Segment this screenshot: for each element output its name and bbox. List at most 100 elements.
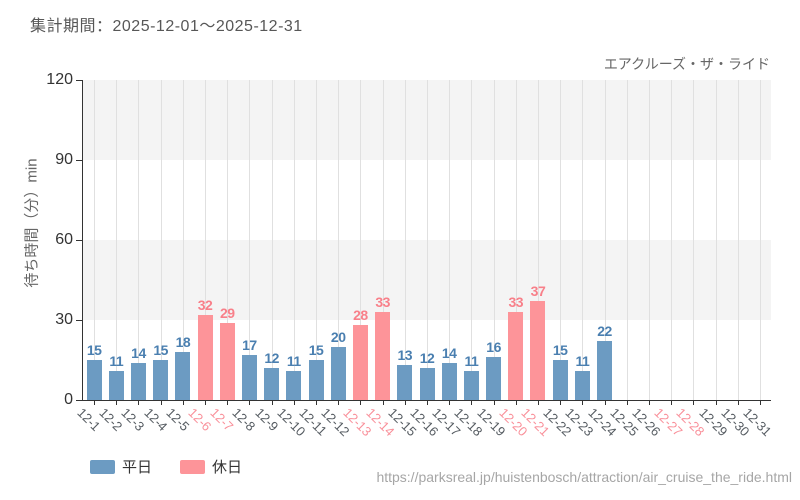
bar[interactable] — [264, 368, 280, 400]
bar-value-label: 15 — [552, 342, 568, 358]
gridline — [293, 80, 295, 400]
bar-value-label: 18 — [175, 334, 191, 350]
gridline — [515, 80, 517, 400]
x-tick — [626, 400, 628, 405]
x-tick-label: 12-3 — [118, 405, 148, 435]
bar[interactable] — [308, 360, 324, 400]
holiday-swatch-icon — [180, 459, 206, 474]
bar[interactable] — [397, 365, 413, 400]
legend-label-weekday: 平日 — [122, 459, 153, 476]
x-tick — [271, 400, 273, 405]
legend-item-holiday[interactable]: 休日 — [180, 456, 242, 477]
x-tick — [515, 400, 517, 405]
bar-value-label: 33 — [508, 294, 524, 310]
legend-item-weekday[interactable]: 平日 — [90, 456, 152, 477]
x-tick — [693, 400, 695, 405]
bar[interactable] — [219, 322, 235, 400]
bar-value-label: 20 — [330, 328, 346, 345]
bar[interactable] — [375, 312, 391, 400]
x-tick — [116, 400, 118, 405]
weekday-swatch-icon — [90, 459, 115, 474]
gridline — [648, 80, 650, 400]
gridline — [360, 80, 362, 400]
x-tick — [404, 400, 406, 405]
x-tick — [648, 400, 650, 405]
gridline — [604, 80, 606, 400]
bar-value-label: 11 — [109, 352, 124, 369]
bar[interactable] — [419, 368, 435, 400]
x-tick — [582, 400, 584, 405]
source-url: https://parksreal.jp/huistenbosch/attrac… — [376, 469, 792, 485]
x-tick-label: 12-8 — [229, 405, 259, 435]
legend-label-holiday: 休日 — [212, 459, 243, 476]
bar[interactable] — [530, 301, 546, 400]
bar[interactable] — [574, 370, 590, 400]
gridline — [715, 80, 717, 400]
bar[interactable] — [463, 370, 479, 400]
bar[interactable] — [130, 362, 146, 400]
x-tick — [360, 400, 362, 405]
bar[interactable] — [197, 314, 213, 400]
bar-value-label: 11 — [575, 352, 590, 369]
bar[interactable] — [352, 325, 368, 400]
bar[interactable] — [241, 354, 257, 400]
bar-value-label: 33 — [375, 294, 390, 310]
y-tick — [76, 319, 82, 321]
x-tick — [537, 400, 539, 405]
bar[interactable] — [108, 370, 124, 400]
gridline — [94, 80, 96, 400]
x-tick-label: 12-5 — [163, 405, 193, 435]
gridline — [759, 80, 761, 400]
gridline — [249, 80, 251, 400]
x-tick — [382, 400, 384, 405]
x-tick — [293, 400, 295, 405]
y-tick-label: 120 — [46, 71, 73, 88]
x-tick — [338, 400, 340, 405]
x-tick — [316, 400, 318, 405]
bar-value-label: 14 — [131, 344, 146, 361]
gridline — [560, 80, 562, 400]
x-tick — [160, 400, 162, 405]
bar[interactable] — [286, 370, 302, 400]
bar[interactable] — [153, 360, 169, 400]
bar-value-label: 28 — [353, 307, 368, 324]
bar[interactable] — [597, 341, 613, 400]
chart-plot-area: 15 11 14 15 18 32 29 17 12 11 15 20 28 33 13 12 14 11 16 33… — [46, 71, 774, 439]
x-tick — [427, 400, 428, 405]
bar[interactable] — [175, 352, 191, 400]
gridline — [537, 80, 539, 400]
bar[interactable] — [330, 346, 346, 400]
y-tick-label: 30 — [55, 311, 73, 328]
x-tick — [737, 400, 739, 405]
bar[interactable] — [86, 360, 102, 400]
gridline — [271, 80, 273, 400]
bar-value-label: 17 — [242, 336, 257, 353]
x-tick — [471, 400, 473, 405]
gridline — [316, 80, 318, 400]
bar-value-label: 15 — [153, 342, 168, 358]
bar-value-label: 12 — [419, 350, 435, 366]
y-tick — [76, 159, 82, 161]
attraction-name: エアクルーズ・ザ・ライド — [603, 56, 770, 72]
x-tick — [205, 400, 207, 405]
bar-value-label: 32 — [197, 296, 213, 313]
bar-value-label: 12 — [264, 350, 279, 366]
bar-value-label: 29 — [219, 304, 235, 321]
y-tick-label: 60 — [55, 231, 73, 248]
bar-value-label: 37 — [530, 283, 546, 300]
gridline — [338, 80, 340, 400]
gridline — [138, 80, 140, 400]
bar[interactable] — [486, 357, 502, 400]
gridline — [626, 80, 628, 400]
gridline — [382, 80, 384, 400]
bar-value-label: 15 — [86, 342, 102, 358]
gridline — [693, 80, 695, 400]
y-axis-title: 待ち時間（分）min — [23, 158, 41, 288]
bar[interactable] — [441, 362, 457, 400]
bar-value-label: 11 — [464, 352, 479, 369]
bar-value-label: 14 — [441, 344, 457, 361]
bar[interactable] — [508, 312, 524, 400]
x-tick — [759, 400, 761, 405]
bar[interactable] — [552, 360, 568, 400]
gridline — [160, 80, 162, 400]
